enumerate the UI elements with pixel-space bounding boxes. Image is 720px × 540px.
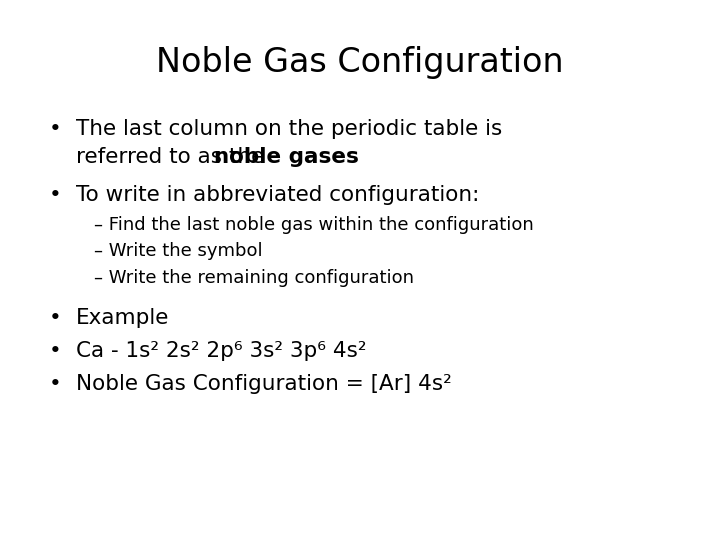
Text: Noble Gas Configuration = [Ar] 4s²: Noble Gas Configuration = [Ar] 4s² xyxy=(76,374,451,394)
Text: •: • xyxy=(49,119,62,139)
Text: Noble Gas Configuration: Noble Gas Configuration xyxy=(156,46,564,79)
Text: – Write the remaining configuration: – Write the remaining configuration xyxy=(94,269,413,287)
Text: To write in abbreviated configuration:: To write in abbreviated configuration: xyxy=(76,185,479,205)
Text: – Find the last noble gas within the configuration: – Find the last noble gas within the con… xyxy=(94,216,534,234)
Text: noble gases: noble gases xyxy=(214,147,359,167)
Text: •: • xyxy=(49,308,62,328)
Text: – Write the symbol: – Write the symbol xyxy=(94,242,262,260)
Text: •: • xyxy=(49,341,62,361)
Text: •: • xyxy=(49,185,62,205)
Text: referred to as the: referred to as the xyxy=(76,147,271,167)
Text: Example: Example xyxy=(76,308,169,328)
Text: The last column on the periodic table is: The last column on the periodic table is xyxy=(76,119,502,139)
Text: Ca - 1s² 2s² 2p⁶ 3s² 3p⁶ 4s²: Ca - 1s² 2s² 2p⁶ 3s² 3p⁶ 4s² xyxy=(76,341,366,361)
Text: •: • xyxy=(49,374,62,394)
